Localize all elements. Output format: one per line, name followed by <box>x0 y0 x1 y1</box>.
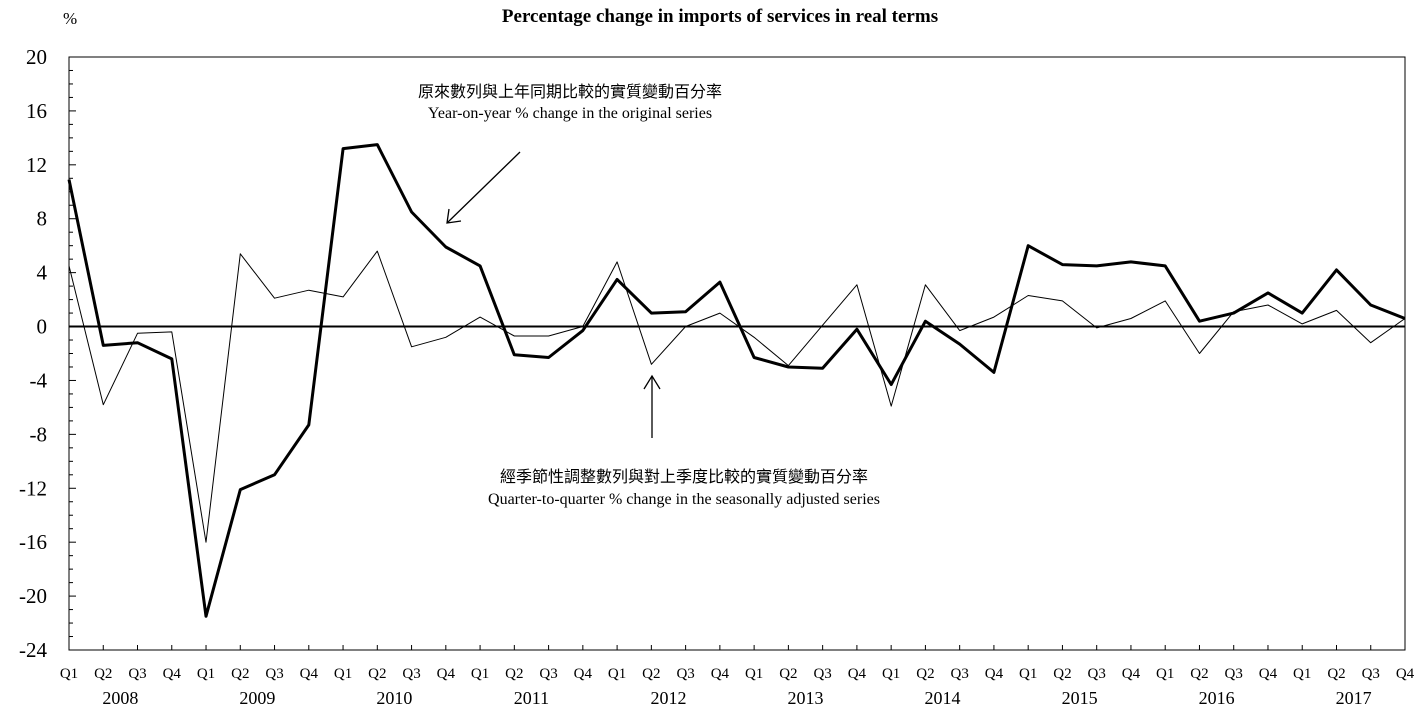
x-tick-label: Q2 <box>779 666 797 682</box>
x-tick-label: Q3 <box>1362 666 1380 682</box>
x-tick-label: Q1 <box>882 666 900 682</box>
x-tick-label: Q4 <box>163 666 182 682</box>
x-tick-label: Q3 <box>265 666 283 682</box>
year-label: 2016 <box>1199 688 1235 708</box>
chart-title: Percentage change in imports of services… <box>502 6 938 27</box>
x-tick-label: Q4 <box>300 666 319 682</box>
y-axis-unit-label: % <box>63 9 77 28</box>
plot-area <box>68 56 1406 651</box>
year-label: 2009 <box>239 688 275 708</box>
x-tick-label: Q3 <box>402 666 420 682</box>
year-label: 2010 <box>376 688 412 708</box>
annotation-yoy-arrow <box>446 151 521 224</box>
x-tick-label: Q2 <box>368 666 386 682</box>
year-label: 2017 <box>1336 688 1372 708</box>
x-tick-label: Q3 <box>813 666 831 682</box>
series-line-yoy <box>67 143 1406 618</box>
x-tick-label: Q2 <box>505 666 523 682</box>
x-tick-label: Q4 <box>848 666 867 682</box>
x-tick-label: Q1 <box>1019 666 1037 682</box>
x-tick-label: Q3 <box>676 666 694 682</box>
annotation-qoq-zh: 經季節性調整數列與對上季度比較的實質變動百分率 <box>500 467 868 486</box>
y-tick-label: 16 <box>26 99 47 123</box>
x-tick-label: Q4 <box>574 666 593 682</box>
year-label: 2008 <box>102 688 138 708</box>
x-tick-label: Q4 <box>1122 666 1141 682</box>
series-layer <box>67 143 1406 618</box>
x-tick-label: Q3 <box>1225 666 1243 682</box>
x-tick-label: Q4 <box>985 666 1004 682</box>
year-label: 2015 <box>1062 688 1098 708</box>
annotation-qoq-en: Quarter-to-quarter % change in the seaso… <box>488 491 880 508</box>
x-tick-label: Q1 <box>471 666 489 682</box>
series-line-qoq <box>68 250 1406 543</box>
y-tick-label: 12 <box>26 153 47 177</box>
annotation-yoy: 原來數列與上年同期比較的實質變動百分率 Year-on-year % chang… <box>418 82 722 224</box>
year-label: 2012 <box>650 688 686 708</box>
x-tick-label: Q2 <box>1190 666 1208 682</box>
x-tick-label: Q4 <box>1396 666 1415 682</box>
x-tick-label: Q1 <box>334 666 352 682</box>
year-label: 2011 <box>514 688 549 708</box>
x-tick-label: Q1 <box>745 666 763 682</box>
annotation-yoy-zh: 原來數列與上年同期比較的實質變動百分率 <box>418 82 722 101</box>
y-axis: 20 16 12 8 4 0 -4 -8 -12 -16 -20 -24 <box>19 45 76 662</box>
y-tick-label: -12 <box>19 476 47 500</box>
x-tick-label: Q1 <box>1293 666 1311 682</box>
year-label: 2014 <box>925 688 961 708</box>
plot-border <box>68 56 1406 651</box>
y-tick-label: -4 <box>30 368 48 392</box>
x-tick-label: Q1 <box>1156 666 1174 682</box>
year-label: 2013 <box>788 688 824 708</box>
annotation-qoq-arrow <box>643 374 661 438</box>
x-tick-label: Q2 <box>231 666 249 682</box>
y-tick-label: 4 <box>37 261 48 285</box>
x-tick-label: Q2 <box>916 666 934 682</box>
y-tick-label: 20 <box>26 45 47 69</box>
x-tick-label: Q1 <box>197 666 215 682</box>
x-tick-label: Q2 <box>1327 666 1345 682</box>
y-tick-label: -8 <box>30 422 48 446</box>
x-tick-label: Q4 <box>437 666 456 682</box>
y-tick-label: -16 <box>19 530 47 554</box>
x-tick-label: Q2 <box>1053 666 1071 682</box>
y-tick-label: 8 <box>37 207 48 231</box>
x-tick-label: Q3 <box>128 666 146 682</box>
x-tick-label: Q3 <box>1088 666 1106 682</box>
x-tick-label: Q2 <box>94 666 112 682</box>
y-tick-label: -24 <box>19 638 47 662</box>
y-tick-label: 0 <box>37 315 48 339</box>
annotation-yoy-en: Year-on-year % change in the original se… <box>428 105 712 122</box>
x-tick-label: Q3 <box>539 666 557 682</box>
x-tick-label: Q4 <box>1259 666 1278 682</box>
y-tick-label: -20 <box>19 584 47 608</box>
annotation-qoq: 經季節性調整數列與對上季度比較的實質變動百分率 Quarter-to-quart… <box>488 374 880 508</box>
x-axis: Q1 Q2 Q3 Q4 Q1 Q2 Q3 Q4 Q1 Q2 Q3 Q4 Q1 Q2 Q3 Q4 Q1 Q2 Q3 Q4… <box>60 645 1415 708</box>
x-tick-label: Q1 <box>608 666 626 682</box>
x-tick-label: Q3 <box>950 666 968 682</box>
x-tick-label: Q4 <box>711 666 730 682</box>
x-tick-label: Q1 <box>60 666 78 682</box>
x-tick-label: Q2 <box>642 666 660 682</box>
